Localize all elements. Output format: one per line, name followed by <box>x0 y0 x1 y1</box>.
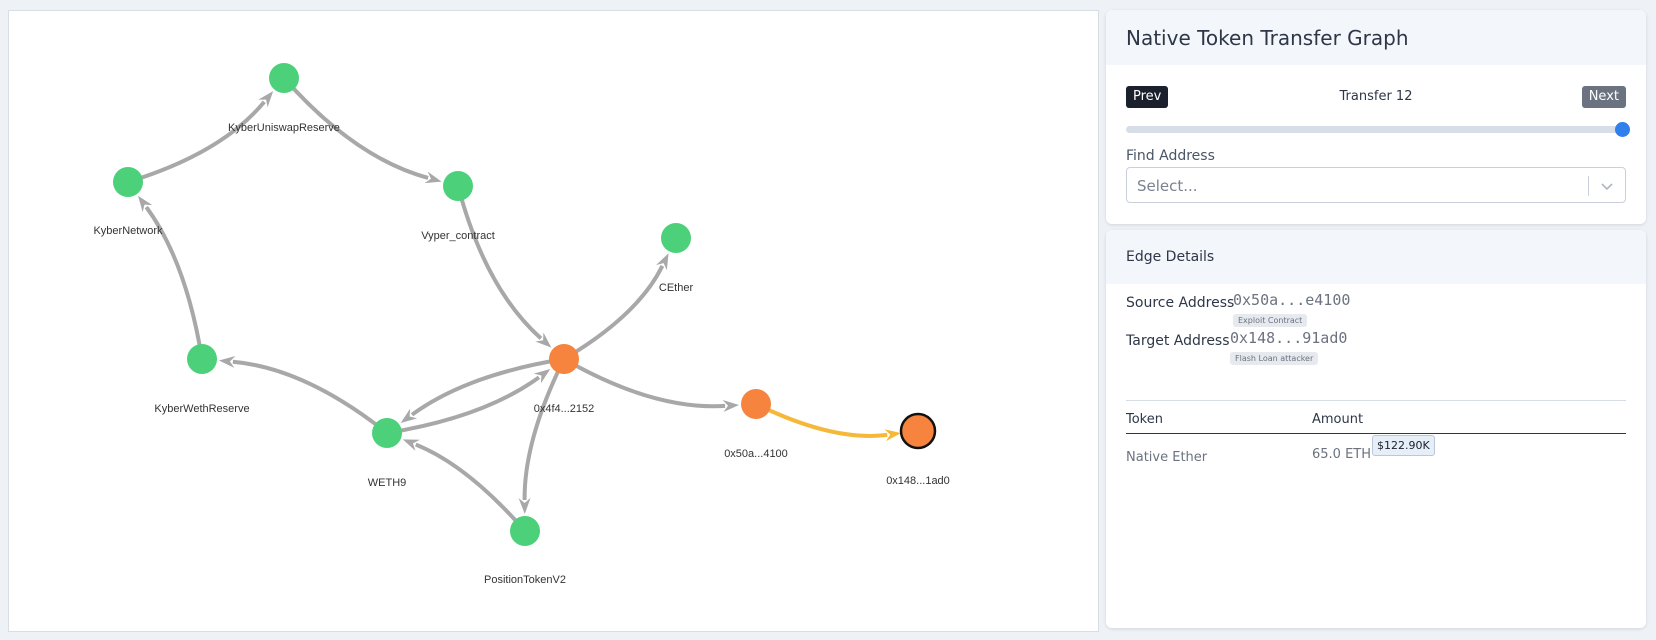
address-select[interactable]: Select... <box>1126 167 1626 203</box>
source-tag-badge: Exploit Contract <box>1233 314 1308 327</box>
edge-arrowhead <box>722 400 740 413</box>
transfer-counter: Transfer 12 <box>1339 89 1413 104</box>
edge-arrowhead <box>218 355 236 368</box>
graph-edge[interactable] <box>755 402 888 438</box>
graph-edge[interactable] <box>415 442 527 533</box>
edge-arrowhead <box>138 195 153 213</box>
next-button[interactable]: Next <box>1581 86 1626 108</box>
target-tag-badge: Flash Loan attacker <box>1230 352 1319 365</box>
source-address-value: 0x50a...e4100 <box>1233 291 1351 309</box>
graph-node-attacker[interactable] <box>899 412 937 450</box>
node-label-kybernetwork: KyberNetwork <box>93 225 163 237</box>
graph-node-hub[interactable] <box>549 344 579 374</box>
graph-node-cether[interactable] <box>661 223 691 253</box>
chevron-down-icon[interactable] <box>1599 178 1615 198</box>
edge-arrowhead <box>258 91 274 108</box>
table-header-line <box>1126 433 1626 434</box>
graph-edge[interactable] <box>562 264 665 361</box>
node-label-weth9: WETH9 <box>368 477 407 489</box>
edge-details-card: Edge Details Source Address 0x50a...e410… <box>1106 230 1646 628</box>
divider <box>1126 400 1626 401</box>
graph-edge[interactable] <box>456 185 543 340</box>
edge-arrowhead <box>400 408 418 423</box>
transfer-slider[interactable] <box>1126 122 1630 137</box>
edge-arrowhead <box>884 429 902 442</box>
edge-details-title: Edge Details <box>1126 249 1215 265</box>
node-label-vyper: Vyper_contract <box>421 230 495 242</box>
prev-button[interactable]: Prev <box>1126 86 1169 108</box>
graph-edge[interactable] <box>410 357 565 417</box>
edge-arrowhead <box>518 497 531 515</box>
graph-node-kybernetwork[interactable] <box>113 167 143 197</box>
node-label-attacker: 0x148...1ad0 <box>886 475 950 487</box>
target-address-value: 0x148...91ad0 <box>1230 329 1348 347</box>
target-address-label: Target Address <box>1126 333 1230 349</box>
graph-edge[interactable] <box>563 357 726 409</box>
node-label-kyberweth: KyberWethReserve <box>154 403 249 415</box>
page-title: Native Token Transfer Graph <box>1126 25 1409 50</box>
table-cell-amount: 65.0 ETH <box>1312 447 1372 462</box>
graph-canvas[interactable]: KyberUniswapReserve KyberNetwork Vyper_con… <box>8 10 1099 632</box>
graph-node-kyberuniswap[interactable] <box>269 63 299 93</box>
node-label-kyberuniswap: KyberUniswapReserve <box>228 122 340 134</box>
slider-thumb[interactable] <box>1615 122 1630 137</box>
node-label-exploit: 0x50a...4100 <box>724 448 788 460</box>
node-label-hub: 0x4f4...2152 <box>534 403 595 415</box>
graph-edge[interactable] <box>127 100 266 184</box>
graph-edge[interactable] <box>386 375 541 435</box>
table-header-token: Token <box>1126 412 1163 427</box>
table-header-amount: Amount <box>1312 412 1364 427</box>
card-header: Native Token Transfer Graph <box>1106 10 1646 65</box>
card-header: Edge Details <box>1106 230 1646 284</box>
graph-edge[interactable] <box>232 359 389 435</box>
select-separator <box>1588 176 1589 196</box>
edge-arrowhead <box>424 171 442 184</box>
graph-node-kyberweth[interactable] <box>187 344 217 374</box>
node-label-position: PositionTokenV2 <box>484 574 566 586</box>
select-placeholder: Select... <box>1137 177 1198 195</box>
graph-edge[interactable] <box>522 358 566 501</box>
find-address-label: Find Address <box>1126 148 1215 164</box>
graph-node-vyper[interactable] <box>443 171 473 201</box>
table-cell-token: Native Ether <box>1126 450 1208 465</box>
edge-arrowhead <box>535 332 552 348</box>
graph-node-position[interactable] <box>510 516 540 546</box>
edge-arrowhead <box>656 253 669 271</box>
transfer-navigator-card: Native Token Transfer Graph Prev Transfe… <box>1106 10 1646 224</box>
source-address-label: Source Address <box>1126 295 1235 311</box>
edge-arrowhead <box>533 369 551 384</box>
graph-node-exploit[interactable] <box>741 389 771 419</box>
graph-node-weth9[interactable] <box>372 418 402 448</box>
graph-edge[interactable] <box>282 76 429 180</box>
usd-value-badge: $122.90K <box>1372 435 1435 456</box>
edge-arrowhead <box>402 439 420 451</box>
graph-edge[interactable] <box>144 205 204 360</box>
transfer-nav: Prev Transfer 12 Next <box>1126 86 1626 110</box>
node-label-cether: CEther <box>659 282 694 294</box>
